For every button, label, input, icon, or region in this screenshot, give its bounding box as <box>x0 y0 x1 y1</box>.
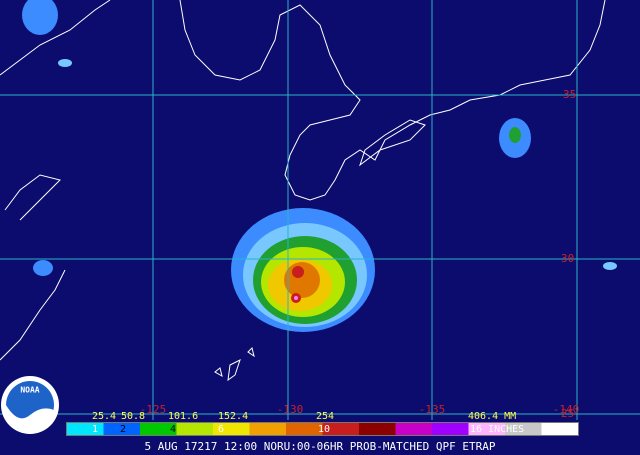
coast <box>4 174 61 221</box>
color-swatch <box>505 423 542 435</box>
coast <box>0 0 111 76</box>
color-bar <box>67 423 578 435</box>
footer: 5 AUG 17217 12:00 NORU:00-06HR PROB-MATC… <box>145 440 496 453</box>
rain-area <box>603 262 617 270</box>
mm-label: 254 <box>316 411 334 422</box>
rain-area <box>33 260 53 276</box>
logo-text: NOAA <box>20 386 39 395</box>
inch-label: 10 <box>318 424 330 435</box>
graticule: 35 30 25 -125 -130 -135 -140 <box>0 0 640 420</box>
islands <box>214 347 255 382</box>
latitude-label: 30 <box>561 252 574 265</box>
noaa-logo: NOAA <box>1 376 59 434</box>
rain-area <box>292 266 304 278</box>
rain-area <box>509 127 521 143</box>
color-swatch <box>541 423 578 435</box>
color-swatch <box>395 423 432 435</box>
inch-label: 6 <box>218 424 224 435</box>
coast <box>359 119 426 167</box>
mm-label: 152.4 <box>218 411 248 422</box>
longitude-label: -135 <box>419 403 446 416</box>
color-swatch <box>468 423 505 435</box>
mm-label: 25.4 <box>92 411 116 422</box>
color-swatch <box>103 423 140 435</box>
color-swatch <box>286 423 323 435</box>
inch-label: 16 INCHES <box>470 424 524 435</box>
coastlines <box>0 0 606 382</box>
mm-label: 50.8 <box>121 411 145 422</box>
mm-label: 101.6 <box>168 411 198 422</box>
precipitation <box>22 0 617 332</box>
latitude-label: 35 <box>563 88 576 101</box>
rain-area <box>58 59 72 67</box>
rain-area <box>294 296 298 300</box>
inch-label: 1 <box>92 424 98 435</box>
legend: 25.4 50.8 101.6 152.4 254 406.4 MM 1 2 4… <box>66 411 579 436</box>
longitude-label: -125 <box>140 403 167 416</box>
logo-gull <box>5 405 54 432</box>
rain-area <box>284 262 320 298</box>
color-swatch <box>322 423 359 435</box>
latitude-label: 25 <box>561 407 574 420</box>
color-swatch <box>249 423 286 435</box>
mm-label: 406.4 MM <box>468 411 516 422</box>
inch-label: 2 <box>120 424 126 435</box>
longitude-label: -130 <box>277 403 304 416</box>
color-swatch <box>213 423 250 435</box>
color-swatch <box>359 423 396 435</box>
color-swatch <box>176 423 213 435</box>
coast <box>179 0 606 201</box>
inch-label: 4 <box>170 424 176 435</box>
color-swatch <box>432 423 469 435</box>
color-swatch <box>140 423 177 435</box>
rain-area <box>22 0 58 35</box>
coast <box>0 269 66 361</box>
longitude-label: -140 <box>553 403 580 416</box>
color-swatch <box>67 423 104 435</box>
